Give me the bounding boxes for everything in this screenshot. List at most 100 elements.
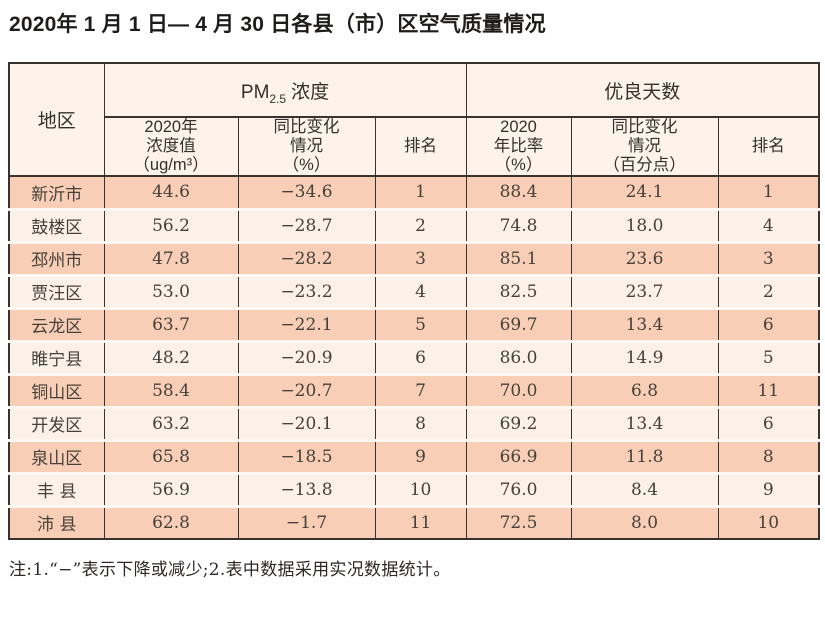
pm-rank-cell: 5 bbox=[374, 306, 467, 341]
pm-change-cell: −28.2 bbox=[237, 240, 375, 275]
days-rate-cell: 70.0 bbox=[465, 372, 572, 407]
region-cell: 鼓楼区 bbox=[8, 207, 104, 242]
table-row: 睢宁县 48.2 −20.9 6 86.0 14.9 5 bbox=[8, 339, 820, 374]
region-cell: 睢宁县 bbox=[8, 339, 104, 374]
days-rank-cell: 5 bbox=[717, 339, 820, 374]
region-cell: 云龙区 bbox=[8, 306, 104, 341]
pm-value-cell: 44.6 bbox=[103, 176, 238, 209]
pm-rank-cell: 10 bbox=[374, 471, 467, 506]
days-change-cell: 23.6 bbox=[570, 240, 719, 275]
pm-change-cell: −22.1 bbox=[237, 306, 375, 341]
days-change-cell: 24.1 bbox=[570, 176, 719, 209]
pm-value-cell: 56.9 bbox=[103, 471, 238, 506]
pm25-label: 浓度 bbox=[291, 81, 330, 103]
days-rank-cell: 9 bbox=[717, 471, 820, 506]
pm-rank-cell: 4 bbox=[374, 273, 467, 308]
pm-change-cell: −13.8 bbox=[237, 471, 375, 506]
col-header-days-change: 同比变化 情况 （百分点） bbox=[570, 117, 719, 177]
pm-value-cell: 58.4 bbox=[103, 372, 238, 407]
table-row: 开发区 63.2 −20.1 8 69.2 13.4 6 bbox=[8, 405, 820, 440]
table-row: 沛 县 62.8 −1.7 11 72.5 8.0 10 bbox=[8, 504, 820, 539]
days-rate-cell: 76.0 bbox=[465, 471, 572, 506]
table-row: 铜山区 58.4 −20.7 7 70.0 6.8 11 bbox=[8, 372, 820, 407]
days-rate-cell: 85.1 bbox=[465, 240, 572, 275]
pm-rank-cell: 2 bbox=[374, 207, 467, 242]
region-cell: 丰 县 bbox=[8, 471, 104, 506]
table-row: 新沂市 44.6 −34.6 1 88.4 24.1 1 bbox=[8, 176, 820, 209]
days-rank-cell: 11 bbox=[717, 372, 820, 407]
days-rank-cell: 10 bbox=[717, 504, 820, 539]
days-rate-cell: 69.7 bbox=[465, 306, 572, 341]
region-cell: 新沂市 bbox=[8, 176, 104, 209]
pm-change-cell: −18.5 bbox=[237, 438, 375, 473]
pm-rank-cell: 11 bbox=[374, 504, 467, 539]
days-change-cell: 13.4 bbox=[570, 405, 719, 440]
col-header-region: 地区 bbox=[8, 63, 104, 177]
sub-header-row: 2020年 浓度值 （ug/m³） 同比变化 情况 （%） 排名 2020 年比率 （%） … bbox=[9, 117, 820, 177]
region-cell: 贾汪区 bbox=[8, 273, 104, 308]
pm-value-cell: 62.8 bbox=[103, 504, 238, 539]
pm-value-cell: 48.2 bbox=[103, 339, 238, 374]
group-header-row: 地区 PM2.5 浓度 优良天数 bbox=[8, 63, 820, 177]
days-rank-cell: 4 bbox=[717, 207, 820, 242]
table-row: 鼓楼区 56.2 −28.7 2 74.8 18.0 4 bbox=[8, 207, 820, 242]
days-rate-cell: 82.5 bbox=[465, 273, 572, 308]
col-header-pm-value: 2020年 浓度值 （ug/m³） bbox=[103, 117, 238, 177]
pm-value-cell: 63.7 bbox=[103, 306, 238, 341]
days-rate-cell: 88.4 bbox=[465, 176, 572, 209]
pm-rank-cell: 6 bbox=[374, 339, 467, 374]
air-quality-table: 地区 PM2.5 浓度 优良天数 2020年 浓度值 （ug/m³） 同比变化 情况 （%… bbox=[8, 62, 821, 540]
pm-value-cell: 47.8 bbox=[103, 240, 238, 275]
region-cell: 开发区 bbox=[8, 405, 104, 440]
days-rate-cell: 86.0 bbox=[465, 339, 572, 374]
days-rank-cell: 2 bbox=[717, 273, 820, 308]
table-row: 云龙区 63.7 −22.1 5 69.7 13.4 6 bbox=[8, 306, 820, 341]
pm-rank-cell: 1 bbox=[374, 176, 467, 209]
col-header-pm-rank: 排名 bbox=[374, 117, 467, 177]
region-cell: 邳州市 bbox=[8, 240, 104, 275]
table-row: 贾汪区 53.0 −23.2 4 82.5 23.7 2 bbox=[8, 273, 820, 308]
days-rate-cell: 74.8 bbox=[465, 207, 572, 242]
pm-change-cell: −1.7 bbox=[237, 504, 375, 539]
days-rank-cell: 1 bbox=[717, 176, 820, 209]
days-change-cell: 13.4 bbox=[570, 306, 719, 341]
days-change-cell: 8.0 bbox=[570, 504, 719, 539]
days-change-cell: 8.4 bbox=[570, 471, 719, 506]
days-rank-cell: 8 bbox=[717, 438, 820, 473]
region-cell: 沛 县 bbox=[8, 504, 104, 539]
days-change-cell: 6.8 bbox=[570, 372, 719, 407]
pm-change-cell: −20.9 bbox=[237, 339, 375, 374]
pm25-subscript: 2.5 bbox=[269, 91, 287, 106]
pm-rank-cell: 3 bbox=[374, 240, 467, 275]
days-change-cell: 14.9 bbox=[570, 339, 719, 374]
pm-rank-cell: 9 bbox=[374, 438, 467, 473]
pm25-base: PM bbox=[240, 81, 270, 103]
pm-value-cell: 65.8 bbox=[103, 438, 238, 473]
table-header: 地区 PM2.5 浓度 优良天数 2020年 浓度值 （ug/m³） 同比变化 情况 （%… bbox=[8, 63, 820, 177]
table-row: 邳州市 47.8 −28.2 3 85.1 23.6 3 bbox=[8, 240, 820, 275]
region-cell: 铜山区 bbox=[8, 372, 104, 407]
table-row: 丰 县 56.9 −13.8 10 76.0 8.4 9 bbox=[8, 471, 820, 506]
pm-rank-cell: 8 bbox=[374, 405, 467, 440]
days-change-cell: 11.8 bbox=[570, 438, 719, 473]
pm-change-cell: −20.7 bbox=[237, 372, 375, 407]
page-title: 2020年 1 月 1 日— 4 月 30 日各县（市）区空气质量情况 bbox=[9, 13, 546, 36]
days-rank-cell: 3 bbox=[717, 240, 820, 275]
footnote: 注:1.“−”表示下降或减少;2.表中数据采用实况数据统计。 bbox=[9, 560, 451, 580]
pm-value-cell: 53.0 bbox=[103, 273, 238, 308]
days-rate-cell: 66.9 bbox=[465, 438, 572, 473]
days-rank-cell: 6 bbox=[717, 306, 820, 341]
group-header-good-days: 优良天数 bbox=[465, 63, 820, 118]
col-header-days-rank: 排名 bbox=[717, 117, 820, 177]
days-rate-cell: 69.2 bbox=[465, 405, 572, 440]
pm-change-cell: −34.6 bbox=[237, 176, 375, 209]
col-header-pm-change: 同比变化 情况 （%） bbox=[237, 117, 375, 177]
pm-change-cell: −23.2 bbox=[237, 273, 375, 308]
days-change-cell: 23.7 bbox=[570, 273, 719, 308]
table-body: 新沂市 44.6 −34.6 1 88.4 24.1 1 鼓楼区 56.2 −2… bbox=[8, 176, 820, 539]
pm-change-cell: −20.1 bbox=[237, 405, 375, 440]
pm-change-cell: −28.7 bbox=[237, 207, 375, 242]
col-header-days-rate: 2020 年比率 （%） bbox=[465, 117, 572, 177]
pm-rank-cell: 7 bbox=[374, 372, 467, 407]
